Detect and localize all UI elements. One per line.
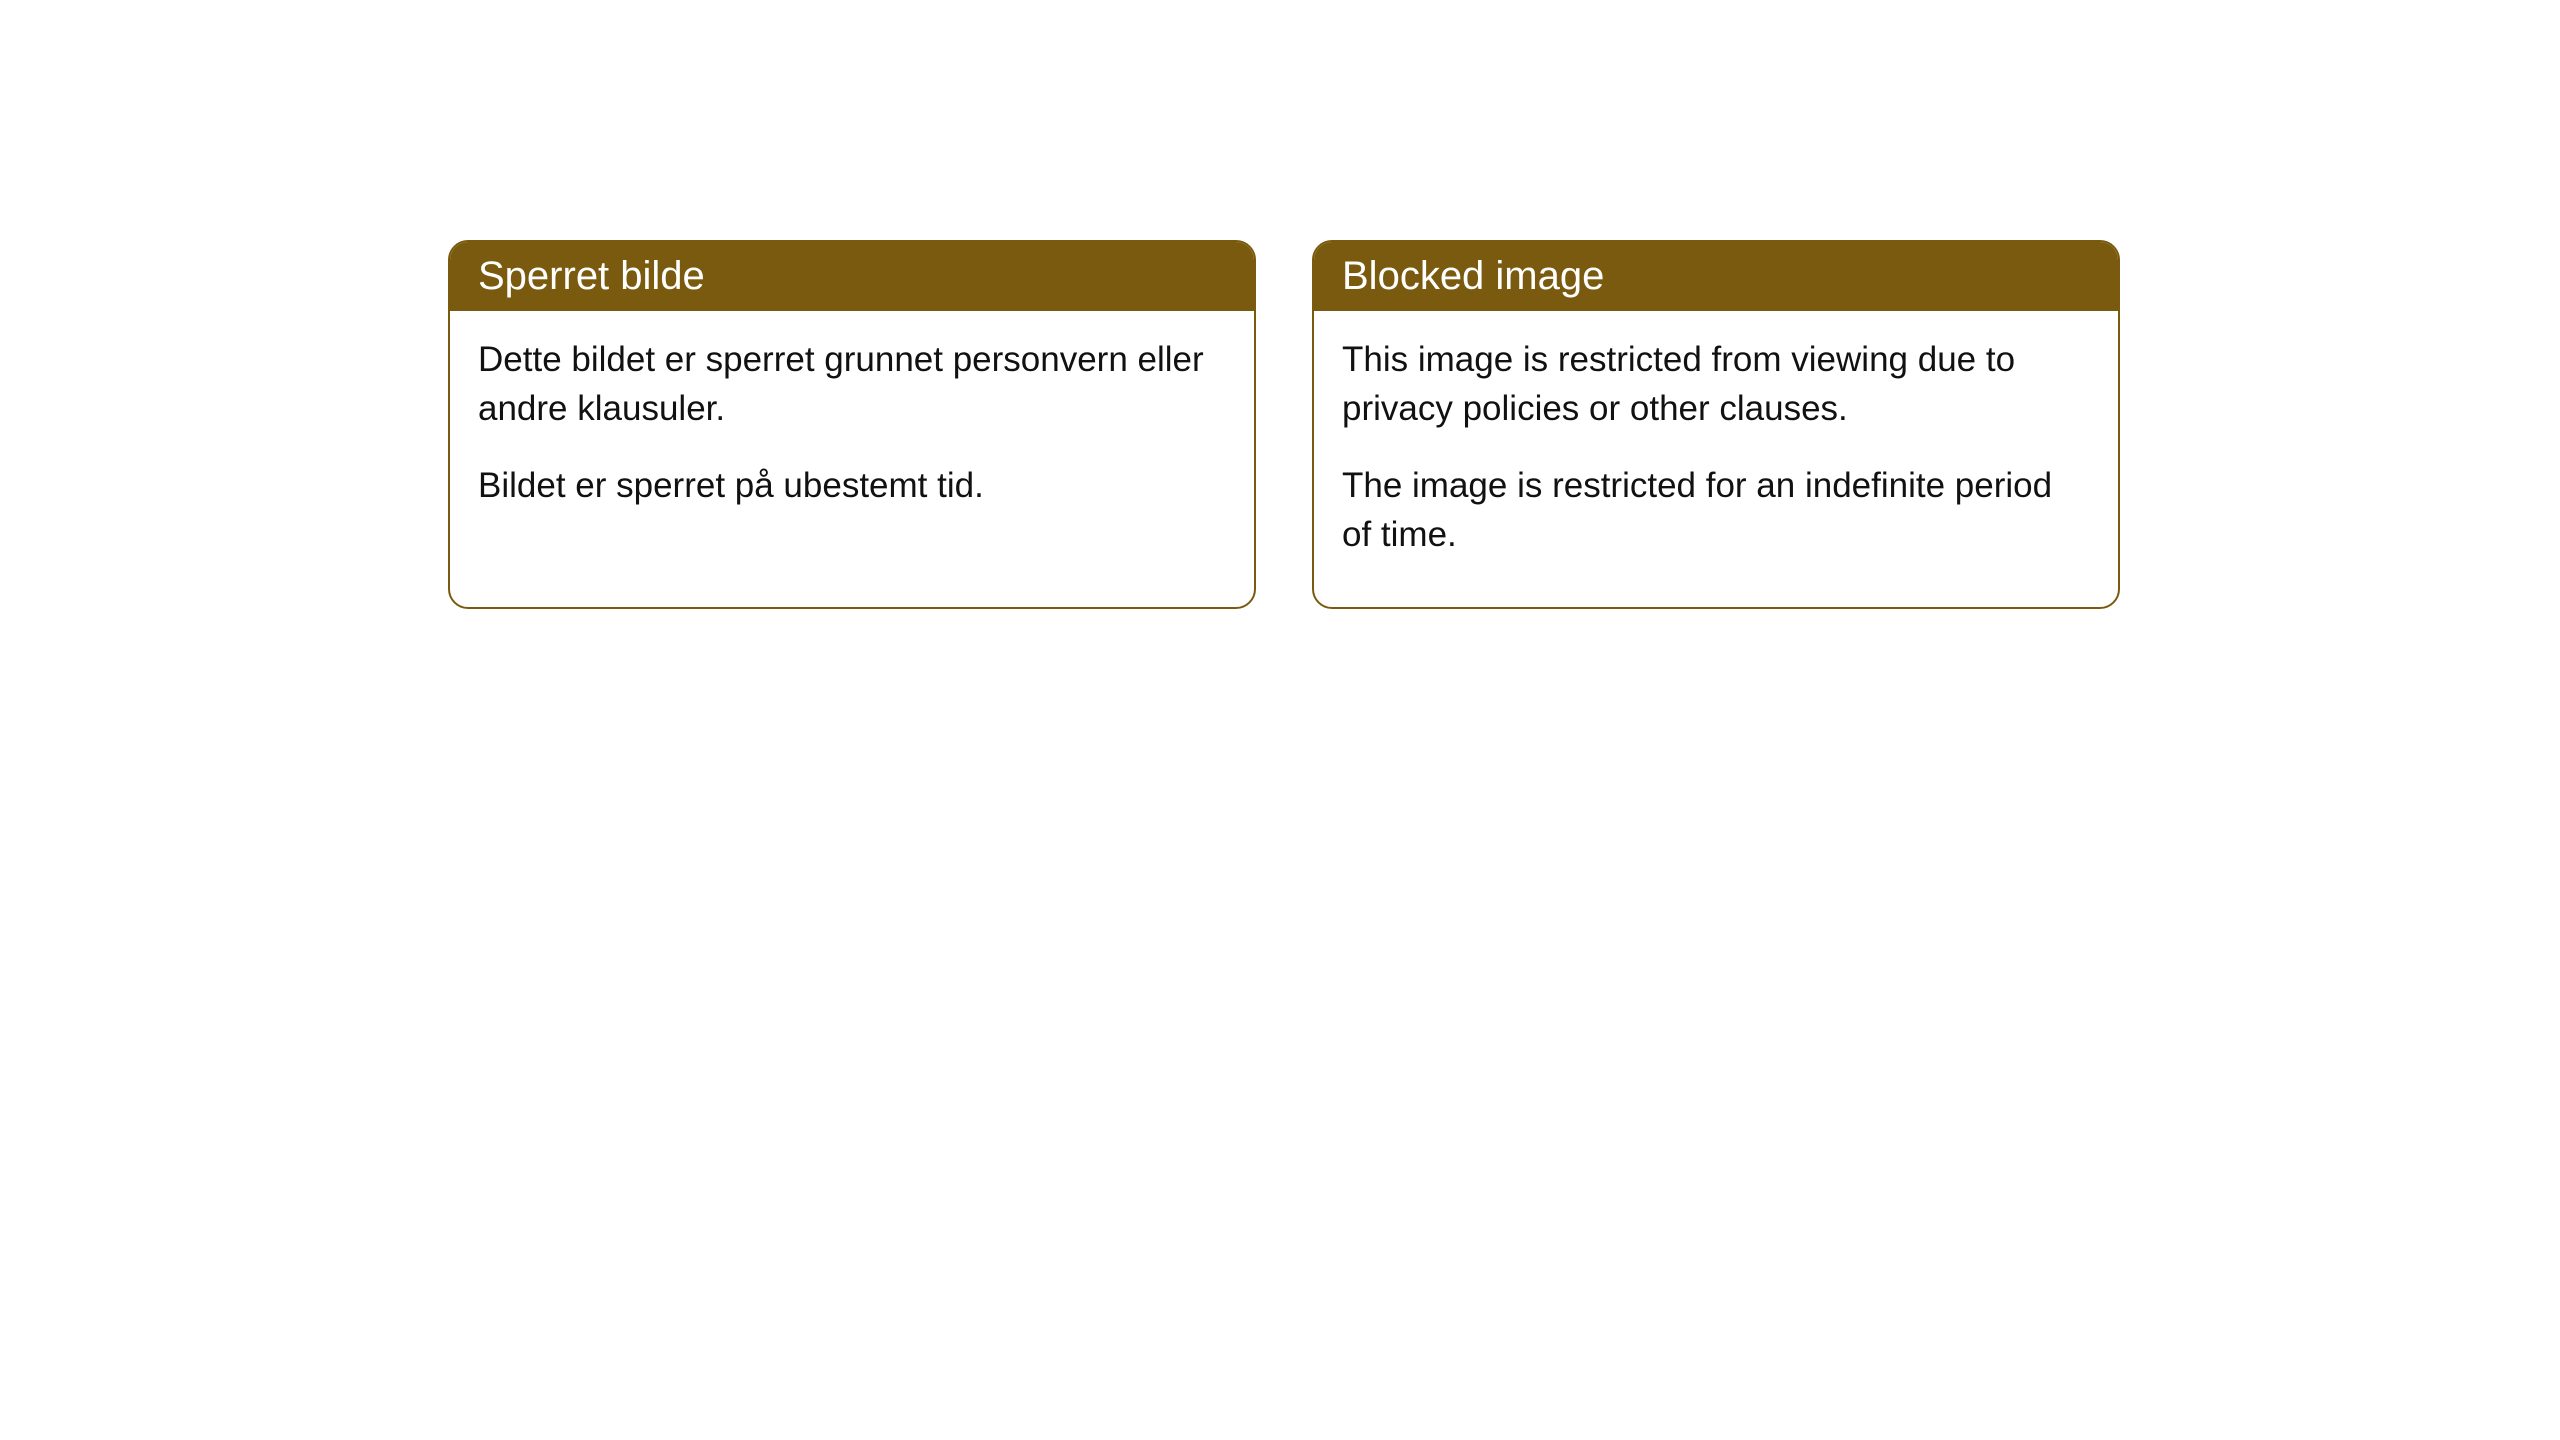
notice-card-container: Sperret bilde Dette bildet er sperret gr…: [0, 0, 2560, 609]
blocked-image-card-en: Blocked image This image is restricted f…: [1312, 240, 2120, 609]
card-title: Sperret bilde: [478, 254, 705, 298]
card-paragraph: The image is restricted for an indefinit…: [1342, 461, 2090, 559]
card-title: Blocked image: [1342, 254, 1604, 298]
blocked-image-card-no: Sperret bilde Dette bildet er sperret gr…: [448, 240, 1256, 609]
card-header: Blocked image: [1314, 242, 2118, 311]
card-header: Sperret bilde: [450, 242, 1254, 311]
card-paragraph: Dette bildet er sperret grunnet personve…: [478, 335, 1226, 433]
card-paragraph: Bildet er sperret på ubestemt tid.: [478, 461, 1226, 510]
card-body: This image is restricted from viewing du…: [1314, 311, 2118, 607]
card-paragraph: This image is restricted from viewing du…: [1342, 335, 2090, 433]
card-body: Dette bildet er sperret grunnet personve…: [450, 311, 1254, 558]
